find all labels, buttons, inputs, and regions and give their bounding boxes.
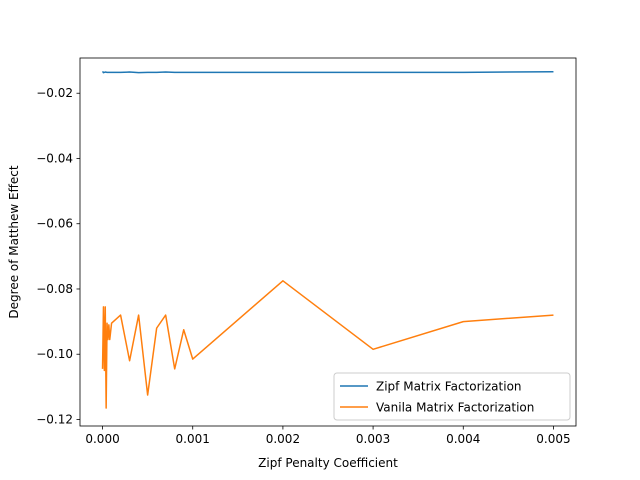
x-tick-label: 0.001 bbox=[176, 432, 210, 446]
x-axis-label: Zipf Penalty Coefficient bbox=[258, 456, 398, 470]
x-tick-label: 0.002 bbox=[266, 432, 300, 446]
y-axis: −0.12 −0.10 −0.08 −0.06 −0.04 −0.02 bbox=[36, 86, 80, 426]
y-tick-label: −0.12 bbox=[36, 412, 73, 426]
x-tick-label: 0.004 bbox=[446, 432, 480, 446]
y-tick-label: −0.08 bbox=[36, 282, 73, 296]
y-tick-label: −0.06 bbox=[36, 217, 73, 231]
y-tick-label: −0.10 bbox=[36, 347, 73, 361]
series-line-2 bbox=[101, 280, 554, 409]
legend-label: Vanila Matrix Factorization bbox=[376, 401, 534, 415]
y-axis-label: Degree of Matthew Effect bbox=[7, 165, 21, 318]
legend-label: Zipf Matrix Factorization bbox=[376, 380, 522, 394]
plot-area bbox=[101, 70, 554, 409]
x-tick-label: 0.003 bbox=[356, 432, 390, 446]
x-tick-label: 0.005 bbox=[536, 432, 570, 446]
legend: Zipf Matrix Factorization Vanila Matrix F… bbox=[333, 372, 571, 421]
x-axis: 0.000 0.001 0.002 0.003 0.004 0.005 bbox=[85, 426, 571, 446]
legend-box bbox=[333, 372, 571, 421]
y-tick-label: −0.04 bbox=[36, 151, 73, 165]
series-line-1 bbox=[101, 70, 554, 74]
y-tick-label: −0.02 bbox=[36, 86, 73, 100]
plot-frame bbox=[79, 57, 577, 427]
x-tick-label: 0.000 bbox=[85, 432, 119, 446]
